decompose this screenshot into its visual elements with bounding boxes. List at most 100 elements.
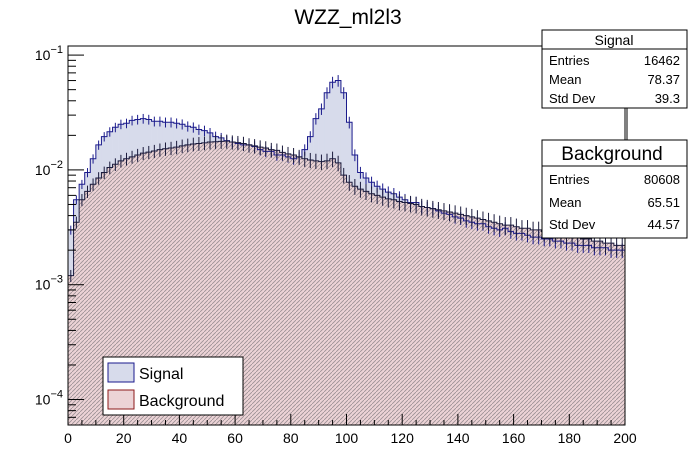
bar-background xyxy=(569,237,576,425)
bar-background xyxy=(524,228,531,425)
stats-box-background-frame xyxy=(541,139,688,239)
bar-background xyxy=(68,275,74,425)
x-tick-label: 200 xyxy=(613,430,637,446)
bar-background xyxy=(106,167,113,425)
series-outline xyxy=(68,80,625,251)
stats-label: Entries xyxy=(549,172,590,187)
legend-label-signal: Signal xyxy=(139,366,183,383)
x-tick-label: 140 xyxy=(446,430,470,446)
bar-background xyxy=(586,239,592,425)
bar-background xyxy=(151,151,158,425)
bar-background xyxy=(402,202,409,425)
bar-background xyxy=(246,144,253,425)
chart-title: WZZ_ml2l3 xyxy=(294,6,401,29)
bar-background xyxy=(324,160,331,425)
bar-background xyxy=(541,231,548,425)
bar-background xyxy=(112,164,119,425)
x-tick-label: 80 xyxy=(283,430,299,446)
y-tick-label: 10−3 xyxy=(35,274,63,293)
bar-background xyxy=(90,184,97,425)
bar-background xyxy=(508,225,514,425)
x-axis: 0 20 40 60 80 100 120 140 160 180 200 xyxy=(64,414,637,446)
plot-area xyxy=(68,46,626,426)
stats-box-signal: Signal Entries 16462 Mean 78.37 Std Dev … xyxy=(541,29,688,140)
bar-background xyxy=(190,144,197,425)
bar-background xyxy=(352,186,358,425)
bar-background xyxy=(235,142,241,426)
bar-background xyxy=(184,144,191,425)
bar-background xyxy=(290,154,297,425)
x-tick-label: 60 xyxy=(227,430,243,446)
y-tick-label: 10−1 xyxy=(35,44,63,63)
bar-background xyxy=(357,189,364,425)
stats-value: 65.51 xyxy=(647,195,680,210)
bar-background xyxy=(563,235,570,425)
bar-background xyxy=(513,226,520,425)
bar-background xyxy=(207,141,214,425)
bar-background xyxy=(363,191,370,425)
bar-background xyxy=(608,243,615,425)
bar-background xyxy=(430,208,436,425)
bar-background xyxy=(502,225,509,425)
legend-swatch-background xyxy=(107,389,135,410)
x-tick-label: 160 xyxy=(502,430,526,446)
bar-background xyxy=(452,213,459,425)
bar-background xyxy=(496,223,503,425)
bar-background xyxy=(424,207,431,425)
bar-background xyxy=(491,222,498,425)
bar-background xyxy=(145,152,152,425)
bar-background xyxy=(418,206,425,425)
bar-background xyxy=(285,153,292,426)
bar-background xyxy=(318,161,325,425)
bar-background xyxy=(123,158,130,425)
bar-background xyxy=(118,160,124,425)
background-series xyxy=(68,134,625,283)
bar-background xyxy=(530,229,537,425)
bar-background xyxy=(329,158,336,425)
bar-background xyxy=(519,228,526,425)
bar-background xyxy=(552,233,559,425)
bar-background xyxy=(374,195,381,425)
bar-background xyxy=(223,141,230,425)
bar-background xyxy=(469,216,475,425)
bar-background xyxy=(162,148,169,426)
bar-background xyxy=(574,237,581,425)
bar-background xyxy=(140,153,147,425)
bar-background xyxy=(346,182,353,425)
bar-background xyxy=(602,243,609,425)
x-tick-label: 180 xyxy=(558,430,582,446)
bar-background xyxy=(301,158,308,425)
bar-background xyxy=(279,152,286,425)
bar-background xyxy=(407,203,414,425)
bar-background xyxy=(591,241,598,425)
stats-box-signal-frame xyxy=(541,29,688,109)
stats-label: Std Dev xyxy=(549,217,596,232)
stats-title-background: Background xyxy=(561,144,662,165)
bar-background xyxy=(580,239,587,425)
bar-background xyxy=(391,199,397,425)
legend-label-background: Background xyxy=(139,393,224,410)
bar-background xyxy=(340,175,347,425)
stats-value: 44.57 xyxy=(647,217,680,232)
stats-value: 39.3 xyxy=(655,91,680,106)
bar-background xyxy=(597,241,604,425)
bar-background xyxy=(84,191,91,425)
bar-background xyxy=(196,143,202,426)
stats-label: Entries xyxy=(549,53,590,68)
x-tick-label: 100 xyxy=(335,430,359,446)
bar-background xyxy=(379,197,386,425)
bar-background xyxy=(441,210,448,425)
histogram-bars xyxy=(68,80,626,426)
stats-value: 16462 xyxy=(644,53,680,68)
stats-label: Std Dev xyxy=(549,91,596,106)
x-tick-label: 20 xyxy=(116,430,132,446)
bar-background xyxy=(95,178,102,425)
bar-background xyxy=(79,199,86,425)
bar-background xyxy=(179,145,186,425)
x-tick-label: 40 xyxy=(172,430,188,446)
stats-title-signal: Signal xyxy=(595,32,634,48)
bar-background xyxy=(262,148,269,425)
bar-background xyxy=(385,198,392,425)
bar-background xyxy=(485,220,492,425)
stats-value: 78.37 xyxy=(647,72,680,87)
